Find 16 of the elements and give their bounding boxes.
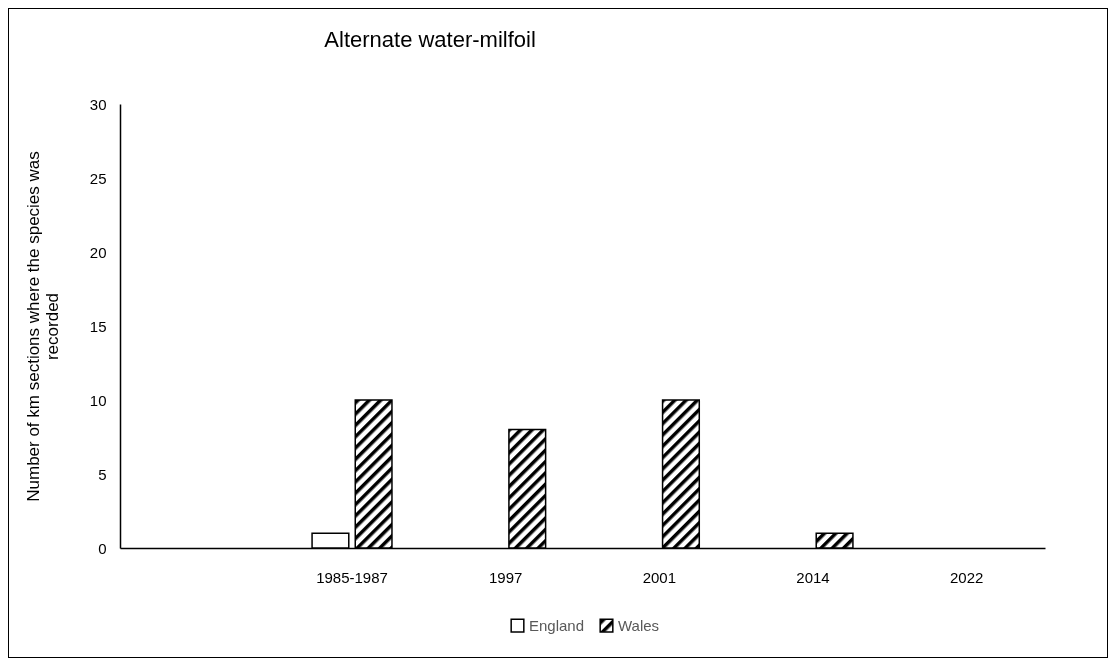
y-tick-label: 20 [89,243,107,261]
y-tick-label: 30 [89,95,107,113]
y-axis-title: Number of km sections where the species was recorded [23,151,62,502]
legend-label: Wales [618,616,660,634]
y-tick-label: 5 [98,465,107,483]
x-tick-label: 1997 [488,568,523,586]
y-tick-label: 0 [98,539,107,557]
x-tick-label: 2001 [642,568,677,586]
y-tick-label: 25 [89,169,107,187]
y-tick-label: 15 [89,317,107,335]
x-tick-label: 2014 [796,568,830,586]
x-tick-label: 1985-1987 [316,568,388,586]
chart-title: Alternate water-milfoil [324,27,536,52]
x-tick-label: 2022 [949,568,984,586]
legend-label: England [529,616,585,634]
y-tick-label: 10 [89,391,107,409]
